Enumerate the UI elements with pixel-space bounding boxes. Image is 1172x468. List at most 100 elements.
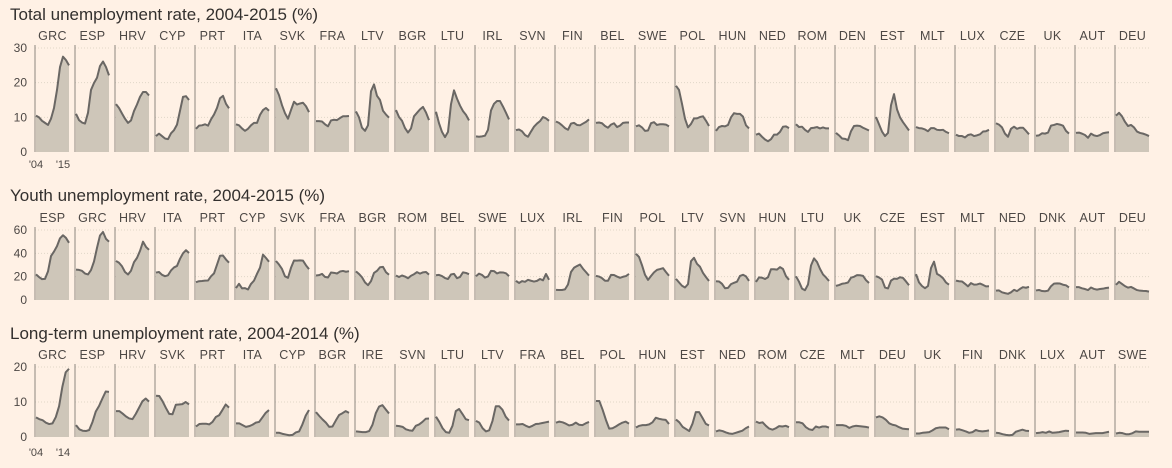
- panel-title: Long-term unemployment rate, 2004-2014 (…: [10, 324, 360, 343]
- series-cell-den: DEN: [834, 29, 870, 152]
- series-label: HRV: [119, 348, 146, 362]
- series-cell-bel: BEL: [594, 29, 630, 152]
- series-label: LTV: [481, 348, 504, 362]
- series-cell-svn: SVN: [714, 211, 750, 300]
- series-cell-aut: AUT: [1074, 348, 1110, 437]
- series-line: [555, 420, 590, 427]
- series-line: [235, 253, 270, 291]
- series-cell-hun: HUN: [634, 348, 670, 437]
- series-label: FRA: [520, 348, 546, 362]
- series-line: [155, 394, 190, 416]
- series-line: [355, 83, 390, 132]
- series-area: [436, 409, 469, 437]
- series-cell-prt: PRT: [194, 29, 230, 152]
- series-area: [156, 250, 189, 300]
- series-cell-rom: ROM: [754, 348, 790, 437]
- series-label: BGR: [399, 29, 427, 43]
- series-cell-cyp: CYP: [234, 211, 270, 300]
- series-label: LTV: [361, 29, 384, 43]
- series-line: [275, 87, 310, 120]
- series-label: FIN: [562, 29, 583, 43]
- series-label: ESP: [40, 211, 66, 225]
- series-line: [675, 256, 710, 289]
- series-cell-hun: HUN: [754, 211, 790, 300]
- series-area: [276, 88, 309, 152]
- series-label: AUT: [1080, 29, 1106, 43]
- series-label: ITA: [243, 348, 263, 362]
- series-label: LUX: [960, 29, 986, 43]
- series-label: ROM: [757, 348, 787, 362]
- series-area: [636, 253, 669, 300]
- series-label: MLT: [960, 211, 985, 225]
- series-cell-ned: NED: [754, 29, 790, 152]
- series-line: [355, 404, 390, 434]
- series-label: IRE: [362, 348, 384, 362]
- series-label: POL: [640, 211, 666, 225]
- series-label: HRV: [119, 29, 146, 43]
- series-label: FIN: [602, 211, 623, 225]
- series-label: ITA: [163, 211, 183, 225]
- series-cell-est: EST: [674, 348, 710, 437]
- series-cell-pol: POL: [674, 29, 710, 152]
- series-line: [195, 94, 230, 130]
- y-tick-label: 40: [14, 246, 28, 260]
- series-cell-swe: SWE: [1114, 348, 1150, 437]
- series-line: [435, 408, 470, 434]
- series-cell-grc: GRC: [34, 29, 70, 152]
- series-cell-lux: LUX: [954, 29, 990, 152]
- series-line: [595, 121, 629, 129]
- series-cell-bgr: BGR: [314, 348, 350, 437]
- series-line: [315, 269, 350, 279]
- panel-title: Youth unemployment rate, 2004-2015 (%): [10, 186, 326, 205]
- series-area: [1036, 283, 1069, 300]
- series-cell-bel: BEL: [554, 348, 590, 437]
- series-line: [1076, 430, 1110, 435]
- series-label: LTV: [681, 211, 704, 225]
- series-cell-rom: ROM: [394, 211, 430, 300]
- series-cell-fra: FRA: [314, 211, 350, 300]
- series-area: [476, 101, 509, 152]
- series-area: [916, 261, 949, 300]
- series-area: [156, 96, 189, 152]
- series-area: [396, 272, 429, 300]
- panel-youth-unemployment: Youth unemployment rate, 2004-2015 (%) 0…: [0, 186, 1172, 314]
- series-cell-uk: UK: [1034, 29, 1070, 152]
- series-area: [756, 267, 789, 300]
- series-label: CZE: [1000, 29, 1026, 43]
- series-cell-fin: FIN: [594, 211, 630, 300]
- series-cell-ned: NED: [714, 348, 750, 437]
- series-cell-svk: SVK: [154, 348, 190, 437]
- series-line: [995, 285, 1030, 295]
- series-line: [955, 428, 990, 434]
- series-line: [955, 279, 990, 288]
- series-area: [516, 273, 549, 300]
- series-cell-ned: NED: [994, 211, 1030, 300]
- series-cell-ltu: LTU: [794, 211, 830, 300]
- series-label: CYP: [159, 29, 186, 43]
- series-cell-est: EST: [914, 211, 950, 300]
- series-label: SVK: [280, 29, 306, 43]
- series-label: EST: [880, 29, 905, 43]
- series-label: AUT: [1080, 348, 1106, 362]
- series-line: [995, 428, 1030, 437]
- series-area: [276, 410, 309, 437]
- series-area: [1076, 287, 1109, 300]
- series-area: [316, 411, 349, 437]
- series-label: UK: [924, 348, 942, 362]
- series-line: [635, 121, 670, 132]
- series-label: LTU: [441, 29, 465, 43]
- series-cell-prt: PRT: [194, 211, 230, 300]
- series-area: [756, 126, 789, 152]
- series-area: [836, 125, 869, 152]
- series-cell-est: EST: [874, 29, 910, 152]
- series-label: NED: [759, 29, 786, 43]
- series-line: [195, 403, 230, 428]
- series-line: [395, 417, 430, 432]
- series-line: [1115, 280, 1150, 293]
- series-line: [916, 426, 950, 435]
- series-area: [676, 257, 709, 300]
- series-area: [516, 116, 549, 152]
- series-label: ITA: [243, 29, 263, 43]
- series-area: [236, 107, 269, 152]
